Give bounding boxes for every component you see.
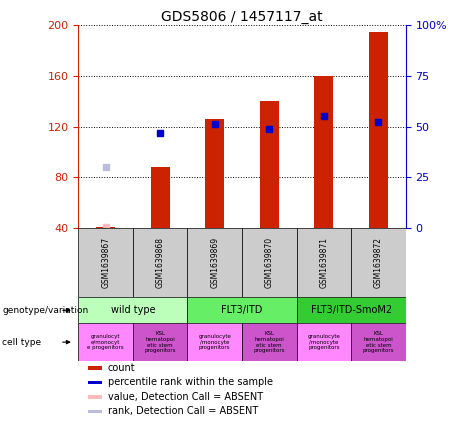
Bar — [205, 119, 225, 228]
Bar — [296, 297, 406, 323]
Bar — [88, 366, 102, 370]
Text: GSM1639871: GSM1639871 — [319, 237, 328, 288]
Bar — [151, 167, 170, 228]
Text: KSL
hematopoi
etic stem
progenitors: KSL hematopoi etic stem progenitors — [363, 331, 394, 353]
Bar — [88, 409, 102, 413]
Text: wild type: wild type — [111, 305, 155, 315]
Title: GDS5806 / 1457117_at: GDS5806 / 1457117_at — [161, 10, 323, 25]
Text: GSM1639868: GSM1639868 — [156, 237, 165, 288]
Bar — [188, 297, 296, 323]
Text: value, Detection Call = ABSENT: value, Detection Call = ABSENT — [108, 392, 263, 402]
Bar — [242, 228, 296, 297]
Bar — [296, 228, 351, 297]
Bar — [78, 228, 133, 297]
Text: GSM1639870: GSM1639870 — [265, 237, 274, 288]
Text: granulocyte
/monocyte
progenitors: granulocyte /monocyte progenitors — [198, 334, 231, 350]
Bar — [78, 323, 133, 361]
Text: GSM1639867: GSM1639867 — [101, 237, 110, 288]
Bar — [133, 323, 188, 361]
Bar — [296, 323, 351, 361]
Text: FLT3/ITD: FLT3/ITD — [221, 305, 263, 315]
Bar — [369, 32, 388, 228]
Bar — [88, 395, 102, 398]
Text: GSM1639872: GSM1639872 — [374, 237, 383, 288]
Bar — [351, 228, 406, 297]
Text: count: count — [108, 363, 136, 373]
Bar — [260, 102, 279, 228]
Bar — [88, 381, 102, 384]
Bar — [96, 227, 115, 228]
Bar — [242, 323, 296, 361]
Bar — [314, 76, 333, 228]
Text: granulocyt
e/monocyt
e progenitors: granulocyt e/monocyt e progenitors — [87, 334, 124, 350]
Text: KSL
hematopoi
etic stem
progenitors: KSL hematopoi etic stem progenitors — [254, 331, 285, 353]
Text: granulocyte
/monocyte
progenitors: granulocyte /monocyte progenitors — [307, 334, 340, 350]
Text: KSL
hematopoi
etic stem
progenitors: KSL hematopoi etic stem progenitors — [144, 331, 176, 353]
Text: percentile rank within the sample: percentile rank within the sample — [108, 377, 273, 387]
Bar — [188, 323, 242, 361]
Bar — [351, 323, 406, 361]
Bar — [133, 228, 188, 297]
Bar — [188, 228, 242, 297]
Bar — [78, 297, 188, 323]
Text: rank, Detection Call = ABSENT: rank, Detection Call = ABSENT — [108, 406, 258, 416]
Text: FLT3/ITD-SmoM2: FLT3/ITD-SmoM2 — [311, 305, 392, 315]
Text: genotype/variation: genotype/variation — [2, 306, 89, 315]
Text: GSM1639869: GSM1639869 — [210, 237, 219, 288]
Text: cell type: cell type — [2, 338, 41, 346]
